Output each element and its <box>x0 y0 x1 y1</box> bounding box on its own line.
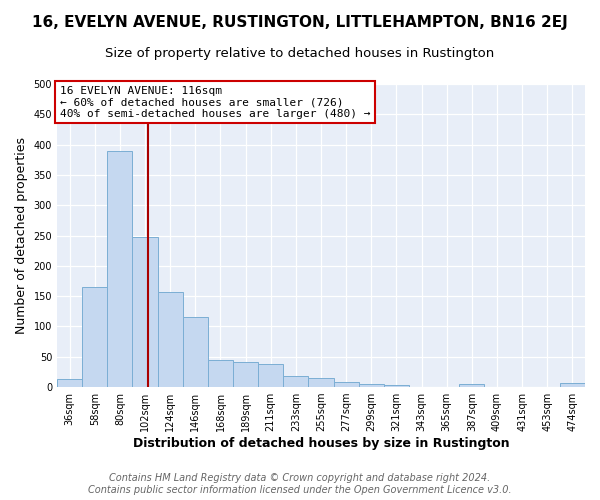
Bar <box>133 237 158 387</box>
Bar <box>283 376 308 387</box>
Bar <box>384 384 409 387</box>
Bar <box>334 382 359 387</box>
Bar <box>258 364 283 387</box>
Bar <box>208 360 233 387</box>
Bar <box>107 150 133 387</box>
Bar <box>308 378 334 387</box>
X-axis label: Distribution of detached houses by size in Rustington: Distribution of detached houses by size … <box>133 437 509 450</box>
Bar <box>158 292 183 387</box>
Bar <box>459 384 484 387</box>
Bar <box>57 379 82 387</box>
Text: Size of property relative to detached houses in Rustington: Size of property relative to detached ho… <box>106 48 494 60</box>
Bar <box>359 384 384 387</box>
Bar <box>82 287 107 387</box>
Y-axis label: Number of detached properties: Number of detached properties <box>15 137 28 334</box>
Bar <box>233 362 258 387</box>
Text: 16, EVELYN AVENUE, RUSTINGTON, LITTLEHAMPTON, BN16 2EJ: 16, EVELYN AVENUE, RUSTINGTON, LITTLEHAM… <box>32 15 568 30</box>
Text: Contains HM Land Registry data © Crown copyright and database right 2024.
Contai: Contains HM Land Registry data © Crown c… <box>88 474 512 495</box>
Bar <box>560 383 585 387</box>
Bar <box>183 318 208 387</box>
Text: 16 EVELYN AVENUE: 116sqm
← 60% of detached houses are smaller (726)
40% of semi-: 16 EVELYN AVENUE: 116sqm ← 60% of detach… <box>59 86 370 118</box>
